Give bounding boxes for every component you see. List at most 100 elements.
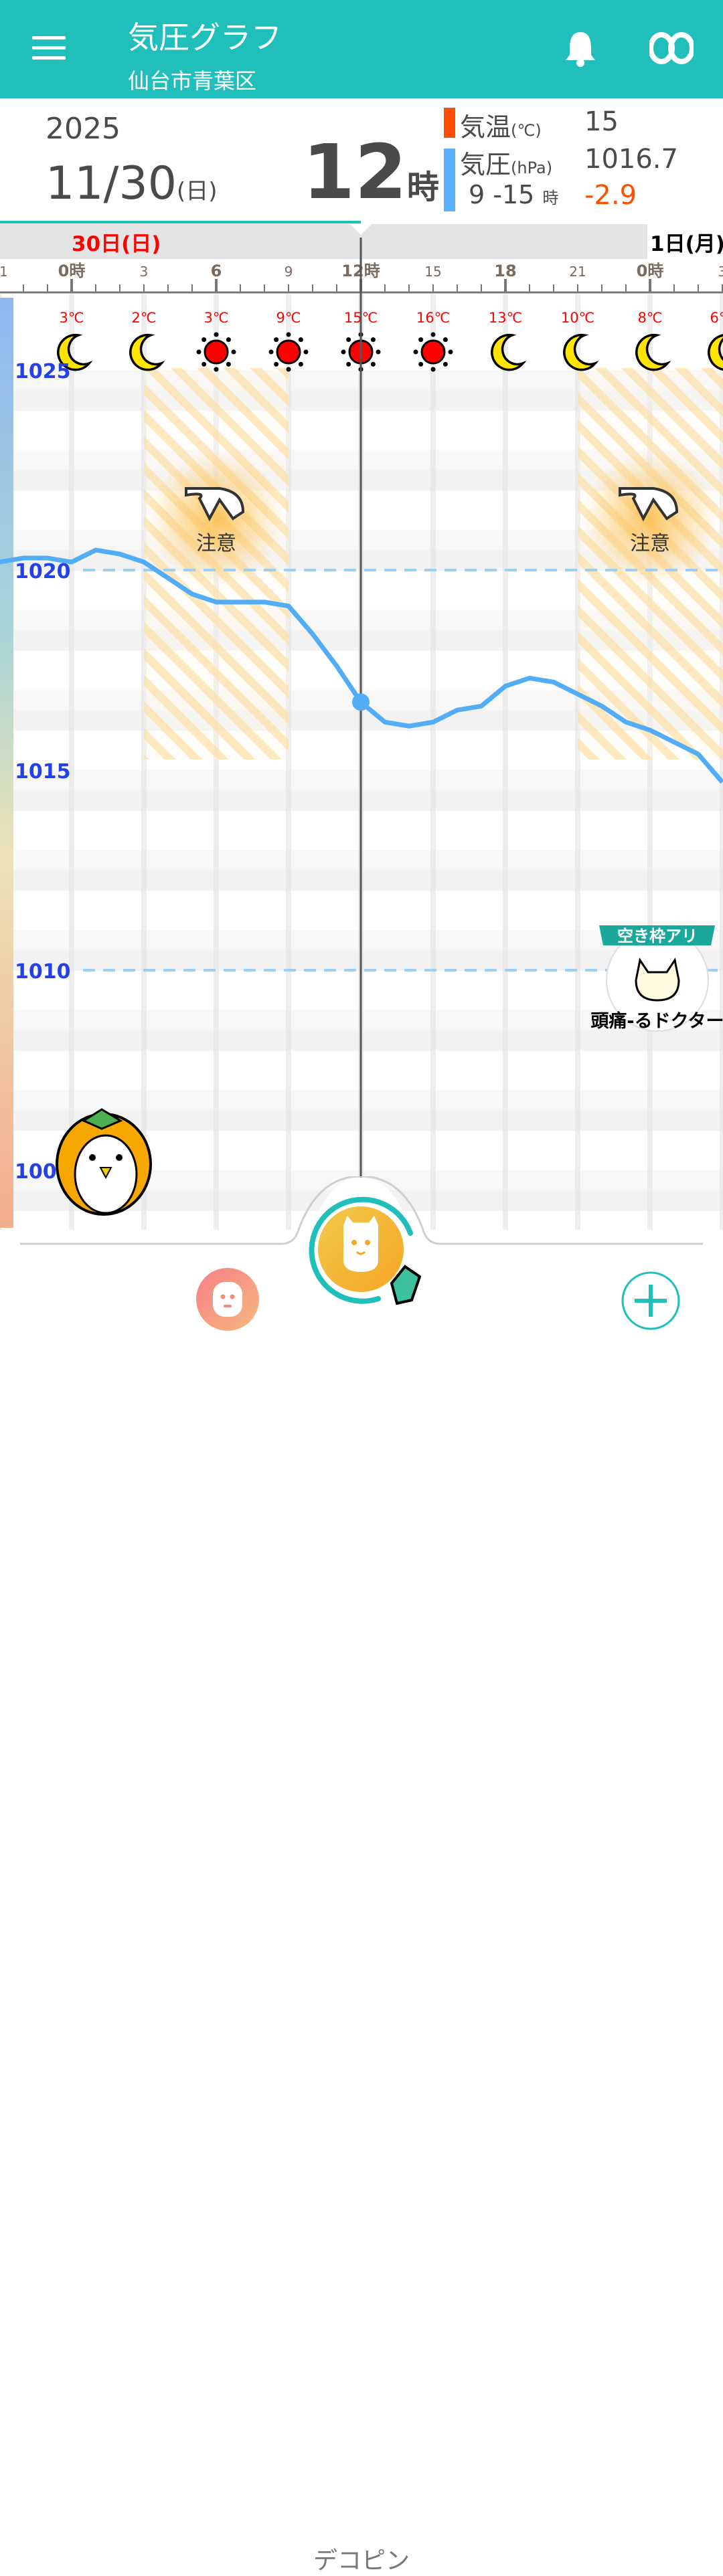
temperature-label: 3℃ <box>60 310 84 326</box>
bell-icon[interactable] <box>564 29 597 67</box>
year-label: 2025 <box>46 112 120 146</box>
range-label-text: 9 -15 <box>469 180 535 209</box>
sun-ray <box>214 332 219 337</box>
vertical-grid-line <box>286 294 291 1230</box>
sun-ray <box>430 332 436 337</box>
caution-glow <box>583 452 717 585</box>
sun-ray <box>196 349 202 355</box>
date-value: 11/30 <box>46 157 177 210</box>
sun-disc <box>420 339 446 365</box>
temperature-label: 6℃ <box>710 310 723 326</box>
plus-icon[interactable] <box>620 1270 681 1331</box>
hour-label: 12時 <box>303 135 439 210</box>
sun-ray <box>370 361 376 367</box>
ad-name: 頭痛-るドクター <box>590 1010 723 1032</box>
caution-label: 注意 <box>630 532 670 555</box>
moon-icon <box>563 333 599 371</box>
page-title: 気圧グラフ <box>128 19 282 56</box>
owl-hat <box>81 1108 123 1130</box>
y-axis-label: 1025 <box>15 360 71 383</box>
sun-ray <box>346 337 351 343</box>
vertical-grid-line <box>69 294 74 1230</box>
sun-ray <box>274 361 279 367</box>
sun-ray <box>268 349 274 355</box>
temperature-unit: (℃) <box>511 121 542 140</box>
hour-value: 12 <box>303 129 407 216</box>
hour-tick-label: 3 <box>140 264 149 280</box>
sun-ray <box>341 349 346 355</box>
vertical-grid-line <box>720 294 723 1230</box>
temperature-color-bar <box>444 108 455 138</box>
range-unit: 時 <box>542 189 559 207</box>
owl-eye <box>116 1154 123 1161</box>
caution-glow <box>149 452 283 585</box>
hour-unit: 時 <box>406 169 439 206</box>
pressure-graph[interactable]: 30日(日)1日(月)210時36912時1518210時3注意注意3℃2℃3℃… <box>0 224 723 1230</box>
sun-ray <box>231 349 236 355</box>
sun-icon <box>268 332 309 372</box>
moon-icon <box>635 333 671 371</box>
sun-ray <box>418 361 424 367</box>
owl-beak <box>99 1167 112 1180</box>
sun-disc <box>276 339 301 365</box>
sun-ray <box>202 361 207 367</box>
sun-ray <box>298 361 303 367</box>
temperature-label: 8℃ <box>638 310 663 326</box>
sun-ray <box>370 337 376 343</box>
sun-ray <box>443 361 448 367</box>
hamburger-menu-icon[interactable] <box>32 35 67 62</box>
decopin-label[interactable]: デコピン <box>313 2547 410 2575</box>
pressure-value: 1016.7 <box>584 144 678 175</box>
sun-icon <box>196 332 236 372</box>
hour-tick-label: 9 <box>285 264 293 280</box>
owl-character <box>56 1108 152 1216</box>
vertical-grid-line <box>575 294 580 1230</box>
moon-icon <box>708 334 723 371</box>
app-logo-icon[interactable] <box>649 32 694 64</box>
current-pressure-point <box>352 693 370 711</box>
pencil-icon <box>390 1265 422 1305</box>
vertical-grid-line <box>214 294 219 1230</box>
temperature-label: 10℃ <box>561 310 594 326</box>
day-label-30: 30日(日) <box>72 232 161 256</box>
app-header: 気圧グラフ 仙台市青葉区 <box>0 0 723 98</box>
sun-ray <box>202 337 207 343</box>
hour-tick-label: 21 <box>0 264 8 280</box>
moon-icon <box>129 333 165 371</box>
vertical-grid-line <box>430 294 436 1230</box>
bottom-nav: デコピン <box>0 1176 723 2575</box>
sun-ray <box>214 367 219 372</box>
decopin-button[interactable] <box>305 1193 438 1320</box>
weekday-label: (日) <box>176 178 218 205</box>
range-label: 9 -15 時 <box>469 180 558 209</box>
ad-ribbon <box>599 925 715 945</box>
sun-ray <box>448 349 453 355</box>
pressure-color-bar <box>444 149 455 211</box>
temperature-label: 気温(℃) <box>460 106 542 143</box>
y-axis-label: 1020 <box>15 560 71 583</box>
ad-badge-text: 空き枠アリ <box>617 927 698 945</box>
pressure-label: 気圧(hPa) <box>460 144 552 181</box>
hour-tick-label: 18 <box>494 262 516 280</box>
temperature-label: 16℃ <box>416 310 450 326</box>
sun-ray <box>418 337 424 343</box>
sun-ray <box>298 337 303 343</box>
hour-tick-label: 21 <box>569 264 586 280</box>
hour-tick-label: 0時 <box>637 262 664 280</box>
location-label[interactable]: 仙台市青葉区 <box>128 68 257 94</box>
sun-ray <box>226 361 231 367</box>
date-label: 11/30(日) <box>46 157 218 210</box>
vertical-grid-line <box>503 294 508 1230</box>
face-icon[interactable] <box>194 1266 261 1333</box>
pressure-unit: (hPa) <box>511 159 553 177</box>
sun-ray <box>430 367 436 372</box>
y-axis-label: 1010 <box>15 960 71 984</box>
pressure-change-value: -2.9 <box>584 180 637 211</box>
sun-disc <box>204 339 229 365</box>
temperature-label: 3℃ <box>204 310 229 326</box>
y-axis-label: 100 <box>15 1160 57 1184</box>
selected-underline <box>0 221 361 223</box>
temperature-value: 15 <box>584 106 619 137</box>
caution-pressure-icon <box>619 487 679 522</box>
